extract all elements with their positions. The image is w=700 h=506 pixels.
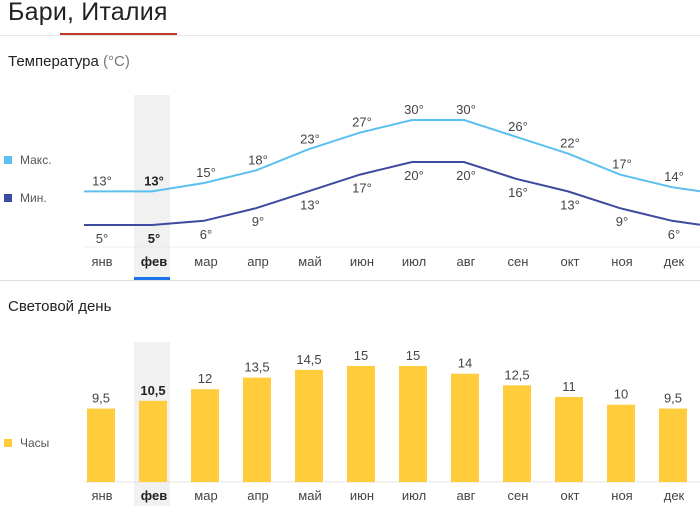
legend-hours-swatch <box>4 439 12 447</box>
temperature-section-title: Температура (°C) <box>8 53 130 70</box>
temperature-month-label[interactable]: окт <box>560 254 579 269</box>
daylight-bar-label: 15 <box>354 348 368 363</box>
min-temp-label: 20° <box>404 168 424 183</box>
page-title: Бари, Италия <box>8 0 168 26</box>
daylight-bar-label: 9,5 <box>92 391 110 406</box>
max-temp-label: 13° <box>144 173 164 188</box>
title-underline <box>60 33 177 35</box>
daylight-bar <box>347 366 375 482</box>
min-temp-label: 5° <box>148 231 160 246</box>
min-temp-label: 16° <box>508 185 528 200</box>
temperature-unit: (°C) <box>103 53 130 70</box>
max-temp-label: 13° <box>92 173 112 188</box>
max-temperature-line <box>84 119 700 193</box>
daylight-bar-label: 10 <box>614 387 628 402</box>
min-temp-label: 20° <box>456 168 476 183</box>
daylight-bar <box>139 400 167 482</box>
max-temp-label: 15° <box>196 165 216 180</box>
daylight-month-label[interactable]: июн <box>350 488 374 503</box>
min-temperature-labels: 5° 5° 6° 9° 13° 17° 20° 20° 16° 13° 9° 6° <box>96 168 680 246</box>
max-temperature-labels: 13° 13° 15° 18° 23° 27° 30° 30° 26° 22° 17° 14° <box>92 102 684 188</box>
temperature-month-label[interactable]: мар <box>194 254 217 269</box>
daylight-bar-label: 10,5 <box>140 383 165 398</box>
daylight-month-label[interactable]: ноя <box>611 488 632 503</box>
legend-max-label: Макс. <box>20 153 52 167</box>
temperature-month-label[interactable]: сен <box>508 254 529 269</box>
daylight-bar-label: 15 <box>406 348 420 363</box>
daylight-month-axis: янв фев мар апр май июн июл авг сен окт ноя дек <box>91 488 684 503</box>
daylight-month-label[interactable]: фев <box>141 488 167 503</box>
max-temp-label: 14° <box>664 169 684 184</box>
max-temp-label: 23° <box>300 131 320 146</box>
daylight-bars <box>87 366 687 482</box>
daylight-bar-label: 12 <box>198 371 212 386</box>
min-temp-label: 17° <box>352 181 372 196</box>
max-temp-label: 17° <box>612 157 632 172</box>
daylight-bar <box>243 377 271 482</box>
daylight-bar <box>555 396 583 482</box>
temperature-month-label[interactable]: июн <box>350 254 374 269</box>
temperature-month-label[interactable]: авг <box>457 254 476 269</box>
daylight-bar <box>451 373 479 482</box>
daylight-bar <box>503 385 531 482</box>
temperature-month-label[interactable]: июл <box>402 254 426 269</box>
temperature-title-text: Температура <box>8 53 99 70</box>
selected-month-underline <box>134 277 170 280</box>
daylight-bar-label: 11 <box>562 379 576 394</box>
daylight-month-label[interactable]: авг <box>457 488 476 503</box>
daylight-bar-label: 14,5 <box>296 352 321 367</box>
daylight-bar <box>399 366 427 482</box>
daylight-section-title: Световой день <box>8 298 112 315</box>
max-temp-label: 30° <box>456 102 476 117</box>
header-divider <box>0 35 700 36</box>
daylight-bar-label: 14 <box>458 356 472 371</box>
daylight-bar-label: 13,5 <box>244 360 269 375</box>
daylight-bar <box>191 389 219 482</box>
temperature-month-label[interactable]: фев <box>141 254 167 269</box>
min-temp-label: 9° <box>252 214 264 229</box>
min-temperature-line <box>84 161 700 226</box>
min-temp-label: 6° <box>200 227 212 242</box>
daylight-bar <box>659 408 687 482</box>
daylight-month-label[interactable]: окт <box>560 488 579 503</box>
max-temp-label: 30° <box>404 102 424 117</box>
max-temp-label: 22° <box>560 136 580 151</box>
section-divider <box>0 280 700 281</box>
daylight-month-label[interactable]: апр <box>247 488 269 503</box>
daylight-month-label[interactable]: сен <box>508 488 529 503</box>
daylight-month-label[interactable]: дек <box>664 488 685 503</box>
daylight-bar-label: 12,5 <box>504 367 529 382</box>
max-temp-label: 27° <box>352 115 372 130</box>
legend-hours-label: Часы <box>20 436 49 450</box>
legend-max-swatch <box>4 156 12 164</box>
legend-min-label: Мин. <box>20 191 47 205</box>
daylight-bar-label: 9,5 <box>664 391 682 406</box>
min-temp-label: 13° <box>560 197 580 212</box>
temperature-month-label[interactable]: янв <box>91 254 112 269</box>
min-temp-label: 9° <box>616 214 628 229</box>
temperature-month-label[interactable]: ноя <box>611 254 632 269</box>
legend-min-swatch <box>4 194 12 202</box>
daylight-month-label[interactable]: янв <box>91 488 112 503</box>
daylight-month-label[interactable]: мар <box>194 488 217 503</box>
max-temp-label: 18° <box>248 152 268 167</box>
temperature-month-label[interactable]: дек <box>664 254 685 269</box>
daylight-bar <box>295 369 323 482</box>
min-temp-label: 13° <box>300 197 320 212</box>
daylight-month-label[interactable]: июл <box>402 488 426 503</box>
min-temp-label: 6° <box>668 227 680 242</box>
temperature-month-label[interactable]: май <box>298 254 321 269</box>
daylight-bar-labels: 9,5 10,5 12 13,5 14,5 15 15 14 12,5 11 10 9,5 <box>92 348 682 406</box>
selected-month-highlight-temperature <box>134 95 170 280</box>
temperature-month-label[interactable]: апр <box>247 254 269 269</box>
max-temp-label: 26° <box>508 119 528 134</box>
temperature-month-axis: янв фев мар апр май июн июл авг сен окт ноя дек <box>91 254 684 269</box>
daylight-bar <box>87 408 115 482</box>
daylight-month-label[interactable]: май <box>298 488 321 503</box>
min-temp-label: 5° <box>96 231 108 246</box>
daylight-bar <box>607 404 635 482</box>
